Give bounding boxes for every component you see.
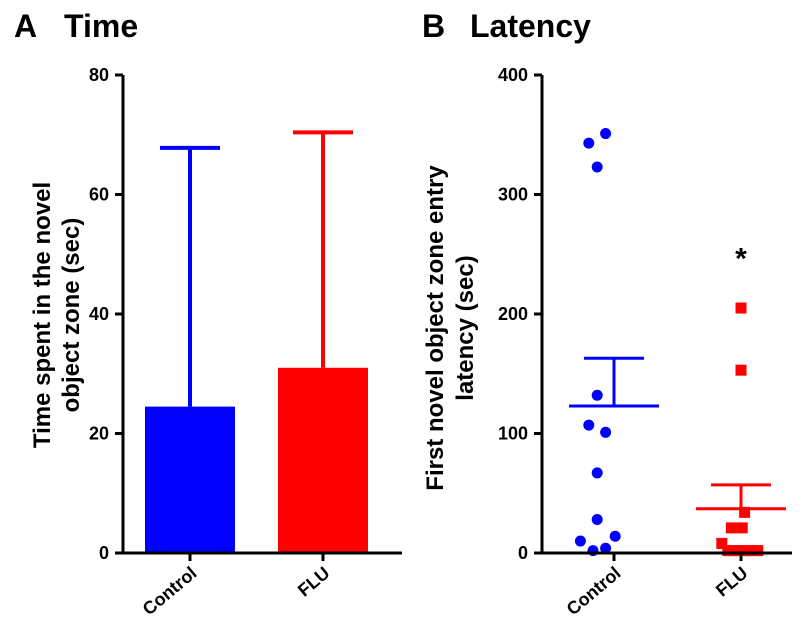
panel-b-x-ticks: Control FLU [563,553,752,619]
data-point-flu [722,545,734,557]
data-point-control [591,514,603,526]
y-tick-label: 400 [498,65,528,85]
panel-a-title: Time [64,8,138,44]
panel-a-letter: A [14,8,37,44]
data-point-control [591,467,603,479]
data-point-control [600,128,612,140]
panel-b-ylabel-line2: latency (sec) [452,255,479,400]
x-tick-label: Control [563,563,625,619]
significance-marker: * [735,242,747,275]
bar-flu [278,367,368,553]
panel-b-marks: * [569,128,786,557]
data-point-flu [734,545,746,557]
y-tick-label: 60 [89,185,109,205]
data-point-control [574,535,586,547]
y-tick-label: 0 [518,543,528,563]
panel-b: B Latency First novel object zone entry … [422,8,792,619]
panel-a-ylabel-line2: object zone (sec) [58,218,85,413]
data-point-control [600,426,612,438]
panel-b-y-ticks: 0 100 200 300 400 [498,65,542,563]
data-point-flu [740,545,752,557]
x-tick-label: FLU [294,563,334,601]
x-tick-label: Control [139,563,201,619]
data-point-flu [728,545,740,557]
data-point-flu [736,522,748,534]
data-point-flu [739,506,751,518]
data-point-flu [735,364,747,376]
y-tick-label: 40 [89,304,109,324]
data-point-flu [716,537,728,549]
bar-control [145,406,235,553]
data-point-flu [725,522,737,534]
data-point-flu [735,302,747,314]
y-tick-label: 100 [498,424,528,444]
panel-a-y-ticks: 0 20 40 60 80 [89,65,123,563]
data-point-flu [746,545,758,557]
panel-a: A Time Time spent in the novel object zo… [14,8,402,619]
x-tick-label: FLU [712,563,752,601]
panel-a-ylabel-line1: Time spent in the novel [29,182,56,448]
data-point-control [591,161,603,173]
panel-b-title: Latency [470,8,591,44]
y-tick-label: 80 [89,65,109,85]
panel-a-x-ticks: Control FLU [139,553,334,619]
panel-b-ylabel-line1: First novel object zone entry [422,165,449,491]
data-point-control [583,137,595,149]
data-point-control [583,419,595,431]
data-point-control [591,389,603,401]
y-tick-label: 0 [99,543,109,563]
y-tick-label: 300 [498,185,528,205]
panel-a-marks [145,130,368,553]
data-point-control [600,542,612,554]
panel-b-letter: B [422,8,445,44]
data-point-flu [752,545,764,557]
y-tick-label: 200 [498,304,528,324]
data-point-control [609,530,621,542]
y-tick-label: 20 [89,424,109,444]
